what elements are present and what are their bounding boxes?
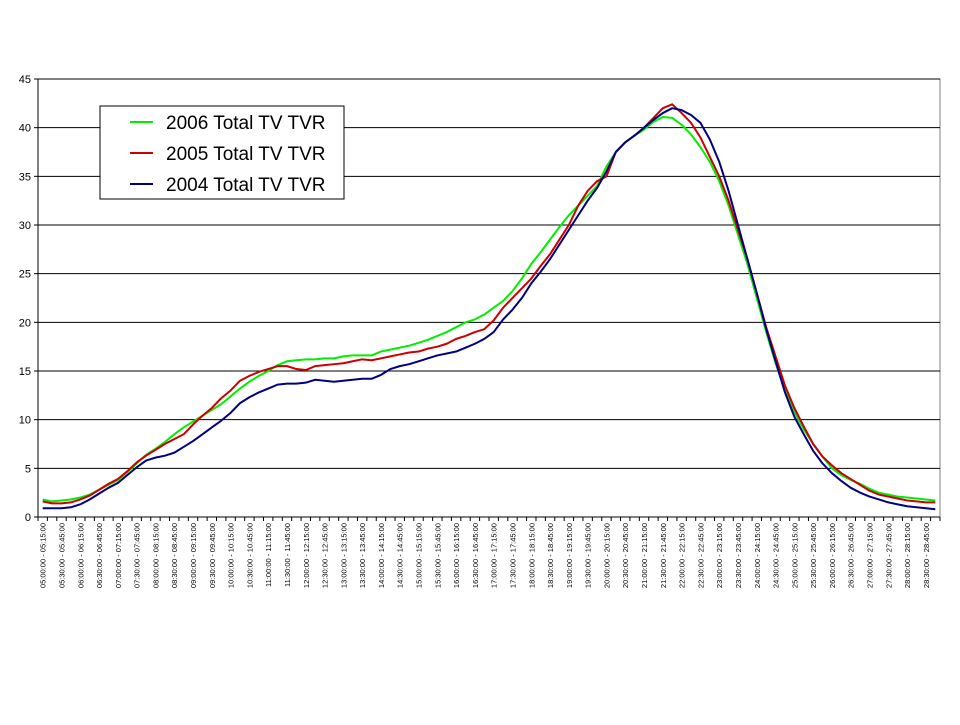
x-tick-label: 25:00:00 - 25:15:00 xyxy=(790,523,799,588)
y-tick-label: 40 xyxy=(19,123,31,135)
series-line-2 xyxy=(42,103,936,505)
x-tick-label: 26:00:00 - 26:15:00 xyxy=(828,523,837,588)
x-tick-label: 19:00:00 - 19:15:00 xyxy=(565,523,574,588)
legend-label-1: 2006 Total TV TVR xyxy=(166,113,326,134)
x-tick-label: 07:30:00 - 07:45:00 xyxy=(133,523,142,588)
legend-label-3: 2004 Total TV TVR xyxy=(166,175,326,196)
x-tick-label: 27:30:00 - 27:45:00 xyxy=(884,523,893,588)
x-tick-label: 06:30:00 - 06:45:00 xyxy=(95,523,104,588)
x-tick-label: 08:00:00 - 08:15:00 xyxy=(151,523,160,588)
x-tick-label: 24:30:00 - 24:45:00 xyxy=(772,523,781,588)
x-tick-label: 16:00:00 - 16:15:00 xyxy=(452,523,461,588)
x-tick-label: 12:00:00 - 12:15:00 xyxy=(302,523,311,588)
x-tick-label: 05:00:00 - 05:15:00 xyxy=(39,523,48,588)
legend: 2006 Total TV TVR 2005 Total TV TVR 2004 T… xyxy=(99,105,345,200)
x-tick-label: 19:30:00 - 19:45:00 xyxy=(584,523,593,588)
y-tick-label: 5 xyxy=(25,463,31,475)
x-tick-label: 08:30:00 - 08:45:00 xyxy=(170,523,179,588)
y-tick-label: 15 xyxy=(19,366,31,378)
x-tick-label: 13:00:00 - 13:15:00 xyxy=(339,523,348,588)
x-tick-label: 11:00:00 - 11:15:00 xyxy=(264,523,273,587)
series-lines xyxy=(42,103,936,511)
x-tick-label: 06:00:00 - 06:15:00 xyxy=(76,523,85,588)
y-tick-label: 0 xyxy=(25,512,31,524)
x-tick-label: 22:00:00 - 22:15:00 xyxy=(678,523,687,588)
x-tick-label: 16:30:00 - 16:45:00 xyxy=(471,523,480,588)
x-tick-label: 18:30:00 - 18:45:00 xyxy=(546,523,555,588)
x-tick-label: 14:00:00 - 14:15:00 xyxy=(377,523,386,588)
x-tick-labels: 05:00:00 - 05:15:00 05:30:00 - 05:45:00 06… xyxy=(37,517,941,588)
x-tick-label: 10:30:00 - 10:45:00 xyxy=(245,523,254,588)
x-tick-label: 09:30:00 - 09:45:00 xyxy=(208,523,217,588)
y-tick-label: 45 xyxy=(19,74,31,86)
x-tick-label: 28:30:00 - 28:45:00 xyxy=(922,523,931,588)
x-tick-label: 15:30:00 - 15:45:00 xyxy=(433,523,442,588)
x-tick-label: 18:00:00 - 18:15:00 xyxy=(527,523,536,588)
x-tick-label: 09:00:00 - 09:15:00 xyxy=(189,523,198,588)
y-tick-label: 10 xyxy=(19,415,31,427)
legend-label-2: 2005 Total TV TVR xyxy=(166,144,326,165)
x-tick-label: 17:30:00 - 17:45:00 xyxy=(508,523,517,588)
x-tick-label: 12:30:00 - 12:45:00 xyxy=(321,523,330,588)
y-tick-label: 30 xyxy=(19,220,31,232)
x-tick-label: 28:00:00 - 28:15:00 xyxy=(903,523,912,588)
x-tick-label: 17:00:00 - 17:15:00 xyxy=(490,523,499,588)
series-line-3 xyxy=(42,107,936,511)
x-tick-label: 10:00:00 - 10:15:00 xyxy=(227,523,236,588)
x-tick-label: 20:00:00 - 20:15:00 xyxy=(602,523,611,588)
x-tick-label: 25:30:00 - 25:45:00 xyxy=(809,523,818,588)
x-tick-label: 13:30:00 - 13:45:00 xyxy=(358,523,367,588)
x-tick-label: 27:00:00 - 27:15:00 xyxy=(866,523,875,588)
legend-entries: 2006 Total TV TVR 2005 Total TV TVR 2004 T… xyxy=(130,113,326,196)
x-tick-label: 07:00:00 - 07:15:00 xyxy=(114,523,123,588)
x-tick-label: 14:30:00 - 14:45:00 xyxy=(396,523,405,588)
x-tick-label: 26:30:00 - 26:45:00 xyxy=(847,523,856,588)
x-tick-label: 21:00:00 - 21:15:00 xyxy=(640,523,649,588)
x-tick-label: 15:00:00 - 15:15:00 xyxy=(415,523,424,588)
x-tick-label: 05:30:00 - 05:45:00 xyxy=(57,523,66,588)
y-tick-label: 35 xyxy=(19,171,31,183)
x-tick-label: 20:30:00 - 20:45:00 xyxy=(621,523,630,588)
x-tick-label: 24:00:00 - 24:15:00 xyxy=(753,523,762,588)
x-tick-label: 23:30:00 - 23:45:00 xyxy=(734,523,743,588)
x-tick-label: 22:30:00 - 22:45:00 xyxy=(696,523,705,588)
y-tick-label: 25 xyxy=(19,269,31,281)
x-tick-label: 21:30:00 - 21:45:00 xyxy=(659,523,668,588)
y-tick-label: 20 xyxy=(19,317,31,329)
y-tick-labels: 0 5 10 15 20 25 30 35 40 45 xyxy=(19,74,38,524)
x-tick-label: 11:30:00 - 11:45:00 xyxy=(283,523,292,587)
x-tick-label: 23:00:00 - 23:15:00 xyxy=(715,523,724,588)
